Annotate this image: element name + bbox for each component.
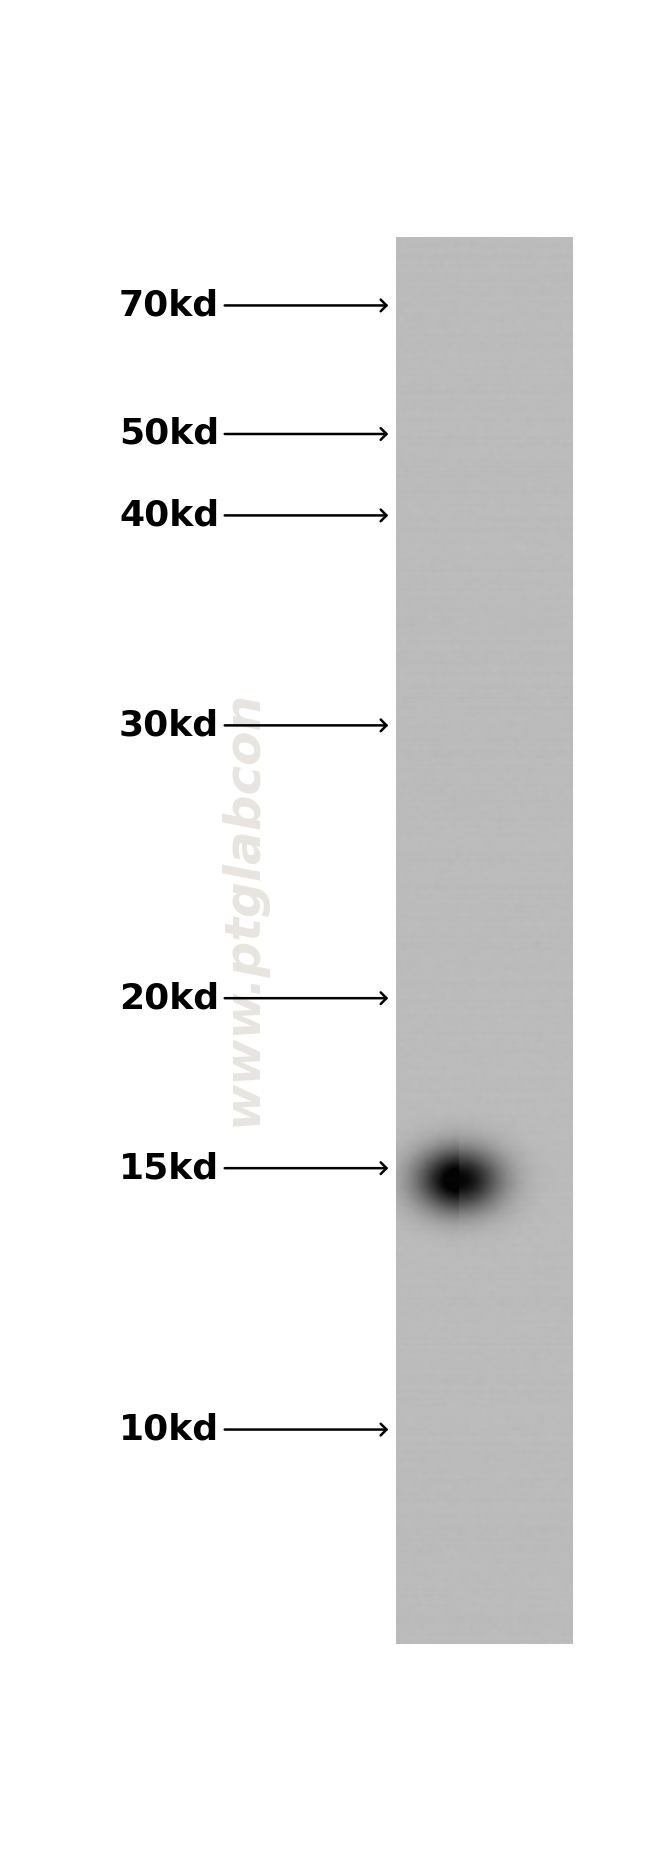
Text: 15kd: 15kd [119, 1152, 387, 1185]
Text: 70kd: 70kd [119, 288, 387, 323]
Text: www.ptglabcon: www.ptglabcon [218, 690, 266, 1126]
Text: 30kd: 30kd [119, 709, 387, 742]
Text: 40kd: 40kd [119, 499, 387, 532]
Text: 20kd: 20kd [119, 981, 387, 1015]
Text: 10kd: 10kd [119, 1412, 387, 1447]
Text: 50kd: 50kd [119, 417, 387, 451]
